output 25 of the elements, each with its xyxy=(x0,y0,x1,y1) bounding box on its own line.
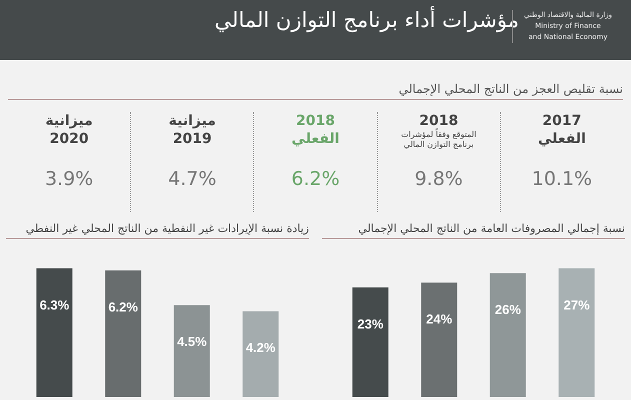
data-label: 4.5% xyxy=(177,334,208,350)
chart-title: نسبة إجمالي المصروفات العامة من الناتج المحلي الإجمالي xyxy=(322,222,625,239)
data-label: 26% xyxy=(494,302,522,318)
text: نسبة تقليص العجز من الناتج المحلي الإجمالي xyxy=(8,82,623,100)
bar xyxy=(174,305,210,397)
data-label: 9.8% xyxy=(414,168,464,190)
bar xyxy=(558,268,595,397)
data-label: 27% xyxy=(564,297,590,312)
data-label: 6.3% xyxy=(40,297,70,312)
chart-title: زيادة نسبة الإيرادات غير النفطية من الناتج المحلي غير النفطي xyxy=(6,222,309,239)
data-label: 4.7% xyxy=(167,168,218,190)
bar xyxy=(242,311,279,397)
data-label: 10.1% xyxy=(530,168,594,190)
data-label: 23% xyxy=(357,316,384,332)
data-label: 6.2% xyxy=(108,299,138,314)
bar xyxy=(352,287,388,397)
bar xyxy=(36,268,72,397)
text: مؤشرات أداء برنامج التوازن المالي xyxy=(214,8,519,32)
bar xyxy=(490,273,526,397)
bar xyxy=(105,270,142,397)
bar xyxy=(421,282,458,397)
data-label: 4.2% xyxy=(246,340,276,356)
data-label: 6.2% xyxy=(290,168,341,190)
data-label: 3.9% xyxy=(44,168,94,190)
data-label: 24% xyxy=(426,312,453,327)
